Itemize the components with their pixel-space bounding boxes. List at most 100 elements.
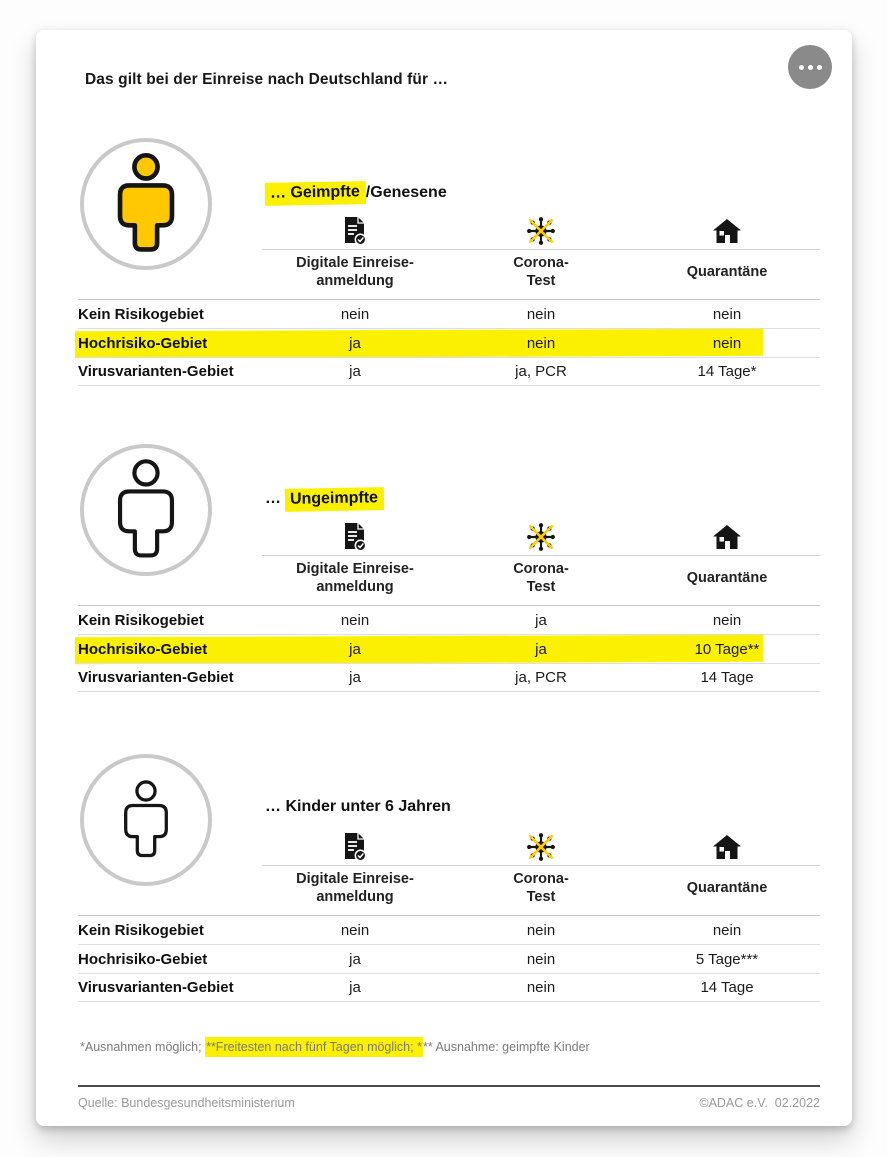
table-row-highlighted: Hochrisiko-Gebiet ja ja 10 Tage** [78,634,820,663]
virus-crossed-icon [527,216,555,245]
house-icon [713,524,741,549]
section-heading: … Kinder unter 6 Jahren [265,798,451,816]
entry-registration-document-icon [345,216,367,245]
cell-value: 10 Tage** [694,640,760,658]
copyright-label: ©ADAC e.V. 02.2022 [699,1096,820,1110]
column-label-quarantaene: Quarantäne [686,880,768,897]
ellipsis-icon [798,64,804,70]
house-icon [713,834,741,859]
cell-value: nein [712,305,742,323]
column-label-einreiseanmeldung: Digitale Einreise-anmeldung [296,255,414,289]
column-icons-row [262,212,820,250]
row-label: Hochrisiko-Gebiet [78,640,208,658]
cell-value: ja, PCR [515,669,567,686]
footer: Quelle: Bundesgesundheitsministerium ©AD… [78,1096,820,1110]
person-circle [80,138,212,270]
cell-value: 14 Tage [700,979,754,996]
table-row: Kein Risikogebiet nein ja nein [78,605,820,634]
cell-value: nein [526,979,556,996]
table-row: Virusvarianten-Gebiet ja ja, PCR 14 Tage [78,663,820,692]
more-options-button[interactable] [788,45,832,89]
cell-value: ja [535,640,547,658]
footer-divider [78,1085,820,1087]
rules-table: Digitale Einreise-anmeldung Corona- Test … [78,212,820,386]
cell-value: ja [349,979,361,996]
rules-table: Digitale Einreise-anmeldung Corona- Test … [78,518,820,692]
column-label-quarantaene: Quarantäne [686,570,768,587]
table-row: Kein Risikogebiet nein nein nein [78,299,820,328]
section-heading: … Ungeimpfte [265,487,385,512]
house-icon [713,218,741,243]
column-label-quarantaene: Quarantäne [686,264,768,281]
person-circle [80,754,212,886]
cell-value: ja [349,334,361,352]
cell-value: nein [526,334,556,352]
column-label-corona-test: Corona- Test [513,255,569,289]
row-label: Hochrisiko-Gebiet [78,950,208,968]
cell-value: nein [340,611,370,629]
row-label: Virusvarianten-Gebiet [78,979,234,996]
source-label: Quelle: Bundesgesundheitsministerium [78,1096,295,1110]
column-icons-row [262,828,820,866]
footnote: *Ausnahmen möglich; **Freitesten nach fü… [80,1037,824,1057]
column-label-corona-test: Corona- Test [513,871,569,905]
footnote-text: *Ausnahmen möglich; [80,1040,206,1054]
table-row: Virusvarianten-Gebiet ja nein 14 Tage [78,973,820,1002]
column-icons-row [262,518,820,556]
page-title: Das gilt bei der Einreise nach Deutschla… [85,71,449,88]
cell-value: nein [340,305,370,323]
cell-value: ja, PCR [515,363,567,380]
row-label: Kein Risikogebiet [78,921,204,939]
cell-value: nein [712,611,742,629]
row-label: Hochrisiko-Gebiet [78,334,208,352]
column-labels-row: Digitale Einreise-anmeldung Corona- Test … [262,556,820,605]
section-children: … Kinder unter 6 Jahren [78,752,820,1004]
table-row: Kein Risikogebiet nein nein nein [78,915,820,944]
cell-value: 14 Tage [700,669,754,686]
cell-value: ja [535,611,547,629]
row-label: Virusvarianten-Gebiet [78,363,234,380]
entry-registration-document-icon [345,522,367,551]
ellipsis-icon [807,64,813,70]
cell-value: 5 Tage*** [695,950,759,968]
heading-text: … Kinder unter 6 Jahren [265,798,451,815]
table-row: Virusvarianten-Gebiet ja ja, PCR 14 Tage… [78,357,820,386]
person-circle [80,444,212,576]
section-heading: … Geimpfte/Genesene [264,181,447,206]
column-labels-row: Digitale Einreise-anmeldung Corona- Test … [262,866,820,915]
column-label-einreiseanmeldung: Digitale Einreise-anmeldung [296,871,414,905]
heading-text: /Genesene [365,184,447,201]
row-label: Kein Risikogebiet [78,611,204,629]
unvaccinated-person-icon [117,459,175,558]
cell-value: nein [712,921,742,939]
table-row-highlighted: Hochrisiko-Gebiet ja nein nein [78,328,820,357]
section-vaccinated: … Geimpfte/Genesene [78,136,820,388]
row-label: Kein Risikogebiet [78,305,204,323]
row-label: Virusvarianten-Gebiet [78,669,234,686]
column-label-einreiseanmeldung: Digitale Einreise-anmeldung [296,561,414,595]
infographic-card: Das gilt bei der Einreise nach Deutschla… [36,30,852,1126]
table-row: Hochrisiko-Gebiet ja nein 5 Tage*** [78,944,820,973]
rules-table: Digitale Einreise-anmeldung Corona- Test … [78,828,820,1002]
column-labels-row: Digitale Einreise-anmeldung Corona- Test … [262,250,820,299]
heading-highlight: Ungeimpfte [285,487,385,512]
cell-value: ja [349,363,361,380]
cell-value: nein [526,305,556,323]
vaccinated-person-icon [117,153,175,252]
virus-crossed-icon [527,832,555,861]
column-label-corona-test: Corona- Test [513,561,569,595]
cell-value: nein [340,921,370,939]
cell-value: nein [526,921,556,939]
child-person-icon [124,780,168,858]
cell-value: ja [349,669,361,686]
cell-value: ja [349,950,361,968]
cell-value: 14 Tage* [697,363,757,380]
virus-crossed-icon [527,522,555,551]
footnote-highlight: **Freitesten nach fünf Tagen möglich; * [205,1037,423,1057]
cell-value: ja [349,640,361,658]
cell-value: nein [526,950,556,968]
entry-registration-document-icon [345,832,367,861]
cell-value: nein [712,334,742,352]
heading-text: … [265,490,286,507]
heading-highlight: … Geimpfte [264,181,366,206]
